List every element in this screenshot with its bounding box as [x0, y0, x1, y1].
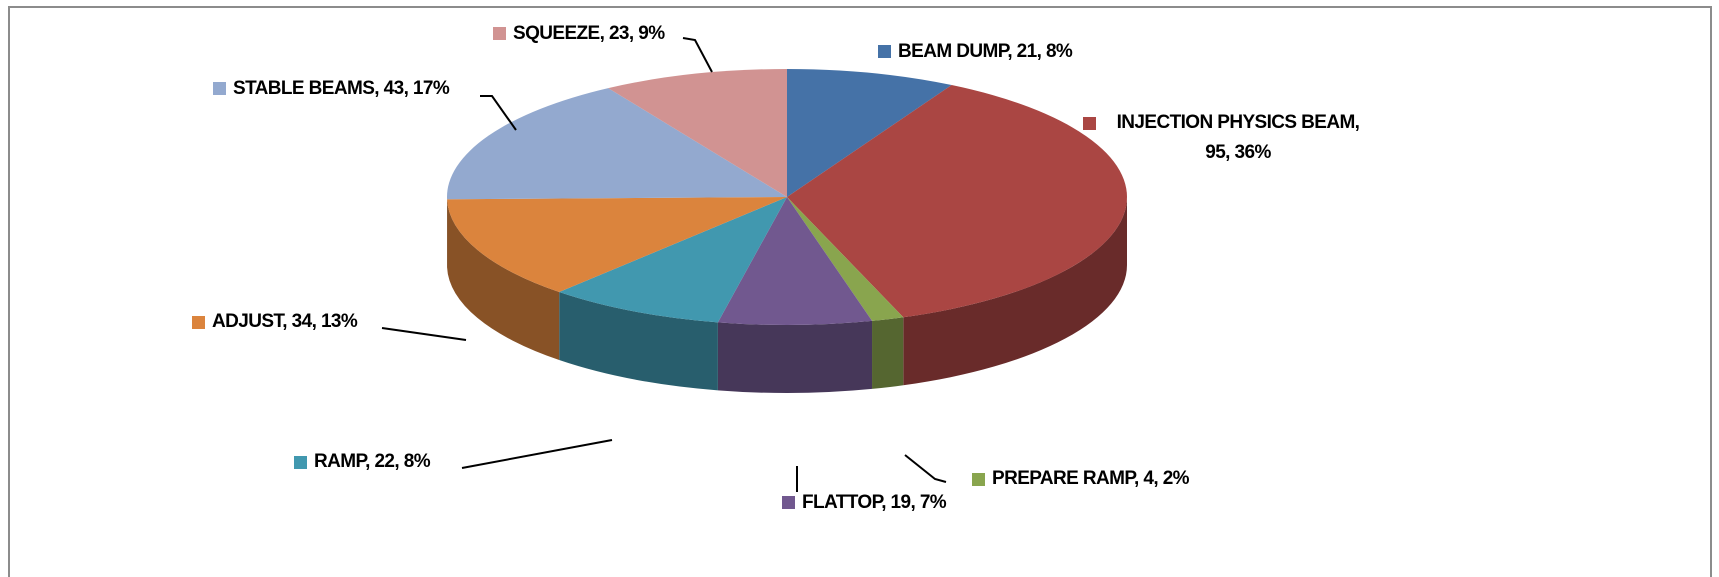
leader-line [480, 95, 517, 131]
data-label: ADJUST, 34, 13% [212, 311, 358, 332]
slice [559, 197, 787, 323]
legend-key [493, 27, 506, 40]
slice [717, 197, 873, 325]
slice [608, 69, 787, 197]
leader-line [682, 37, 713, 73]
slice [447, 88, 787, 200]
slice [787, 69, 952, 197]
slice-side [903, 197, 1127, 386]
data-label: PREPARE RAMP, 4, 2% [992, 468, 1190, 489]
legend-key [1083, 117, 1096, 130]
legend-key [213, 82, 226, 95]
leader-line [381, 327, 467, 341]
data-label: RAMP, 22, 8% [314, 451, 431, 472]
leader-line [904, 454, 947, 483]
slice [787, 197, 904, 321]
legend-key [782, 496, 795, 509]
chart-frame [8, 6, 1712, 577]
leader-line [461, 439, 613, 469]
data-label: SQUEEZE, 23, 9% [513, 23, 665, 44]
slice-side [872, 317, 904, 389]
data-label: BEAM DUMP, 21, 8% [898, 41, 1073, 62]
slice-side [559, 292, 718, 391]
legend-key [192, 316, 205, 329]
data-label: INJECTION PHYSICS BEAM, 95, 36% [1116, 112, 1360, 163]
legend-key [878, 45, 891, 58]
data-label: FLATTOP, 19, 7% [802, 492, 947, 513]
slice [787, 85, 1127, 318]
slice [447, 197, 787, 293]
legend-key [972, 473, 985, 486]
data-label: STABLE BEAMS, 43, 17% [233, 78, 450, 99]
slice-side [717, 320, 873, 393]
legend-key [294, 456, 307, 469]
slice-side [447, 199, 560, 361]
